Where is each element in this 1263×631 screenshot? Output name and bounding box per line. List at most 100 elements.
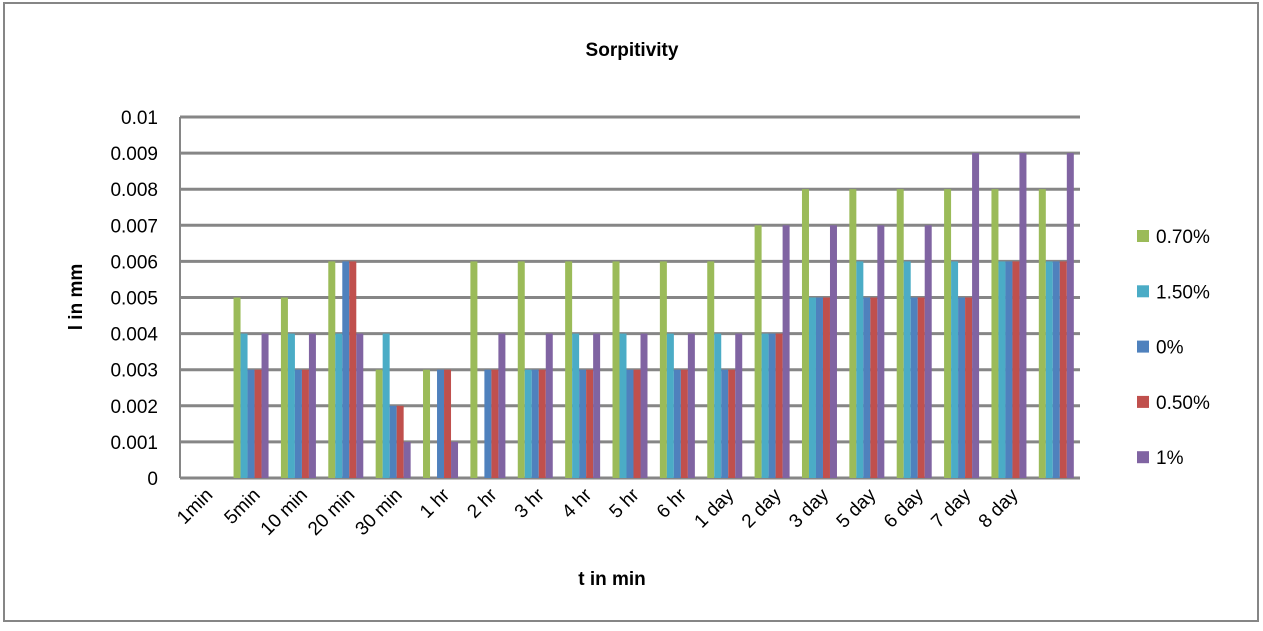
bar — [666, 333, 674, 478]
bar — [924, 225, 932, 478]
y-tick-label: 0.006 — [110, 252, 158, 273]
bar — [301, 369, 309, 478]
x-axis-title: t in min — [578, 569, 646, 590]
bar — [470, 261, 478, 478]
bar — [619, 333, 627, 478]
bar — [498, 333, 506, 478]
bar — [517, 261, 525, 478]
bar — [822, 297, 830, 478]
bar — [863, 297, 871, 478]
bar — [775, 333, 783, 478]
bar — [356, 333, 364, 478]
legend-label: 0.70% — [1156, 227, 1210, 248]
bar — [1052, 261, 1060, 478]
bar — [659, 261, 667, 478]
bar — [877, 225, 885, 478]
bar — [903, 261, 911, 478]
bar — [382, 333, 390, 478]
bar — [396, 405, 404, 478]
bar — [849, 189, 857, 478]
chart-title: Sorpitivity — [586, 40, 679, 61]
bar — [531, 369, 539, 478]
bar — [261, 333, 269, 478]
bar — [423, 369, 431, 478]
bar — [680, 369, 688, 478]
y-tick-label: 0.01 — [121, 108, 158, 129]
bar — [808, 297, 816, 478]
bar — [896, 189, 904, 478]
bar — [917, 297, 925, 478]
bar — [294, 369, 302, 478]
bar — [403, 441, 411, 478]
bar — [240, 333, 248, 478]
bar — [565, 261, 573, 478]
bar — [247, 369, 255, 478]
bar — [451, 441, 459, 478]
bar — [545, 333, 553, 478]
bar — [951, 261, 959, 478]
y-tick-label: 0.005 — [110, 289, 158, 310]
bar — [728, 369, 736, 478]
bar — [1038, 189, 1046, 478]
bar — [437, 369, 445, 478]
bar — [524, 369, 532, 478]
bar — [1066, 153, 1074, 478]
bar — [572, 333, 580, 478]
bar — [998, 261, 1006, 478]
y-axis-title: l in mm — [66, 264, 87, 331]
bar — [815, 297, 823, 478]
bar — [287, 333, 295, 478]
bar — [856, 261, 864, 478]
bar — [612, 261, 620, 478]
bar — [626, 369, 634, 478]
legend-swatch — [1137, 230, 1149, 242]
legend-swatch — [1137, 340, 1149, 353]
legend-label: 0.50% — [1156, 393, 1210, 414]
bar — [972, 153, 980, 478]
bar — [280, 297, 288, 478]
bar — [538, 369, 546, 478]
bar — [375, 369, 383, 478]
y-tick-label: 0.008 — [110, 180, 158, 201]
bar — [491, 369, 499, 478]
bar — [593, 333, 601, 478]
bar — [910, 297, 918, 478]
bar — [579, 369, 587, 478]
bar — [707, 261, 715, 478]
bar — [1059, 261, 1067, 478]
bar — [768, 333, 776, 478]
bar — [721, 369, 729, 478]
bar — [714, 333, 722, 478]
bar — [254, 369, 262, 478]
bar — [735, 333, 743, 478]
bar — [958, 297, 966, 478]
bar — [829, 225, 837, 478]
bar — [586, 369, 594, 478]
y-tick-label: 0.001 — [110, 433, 158, 454]
bar — [870, 297, 878, 478]
bar — [687, 333, 695, 478]
bar — [233, 297, 241, 478]
y-tick-label: 0.003 — [110, 361, 158, 382]
bar — [349, 261, 357, 478]
bar — [328, 261, 336, 478]
bar — [673, 369, 681, 478]
bar — [389, 405, 397, 478]
bar — [633, 369, 641, 478]
y-tick-label: 0.002 — [110, 397, 158, 418]
bar — [1019, 153, 1027, 478]
legend-label: 0% — [1156, 338, 1184, 359]
legend-swatch — [1137, 395, 1149, 408]
bar — [342, 261, 350, 478]
bar — [335, 333, 343, 478]
legend-label: 1% — [1156, 448, 1184, 469]
bar — [1005, 261, 1013, 478]
bar — [444, 369, 452, 478]
bar — [991, 189, 999, 478]
legend-swatch — [1137, 451, 1149, 464]
y-tick-label: 0.009 — [110, 144, 158, 165]
y-tick-label: 0.004 — [110, 325, 158, 346]
bar — [1012, 261, 1020, 478]
bar — [754, 225, 762, 478]
